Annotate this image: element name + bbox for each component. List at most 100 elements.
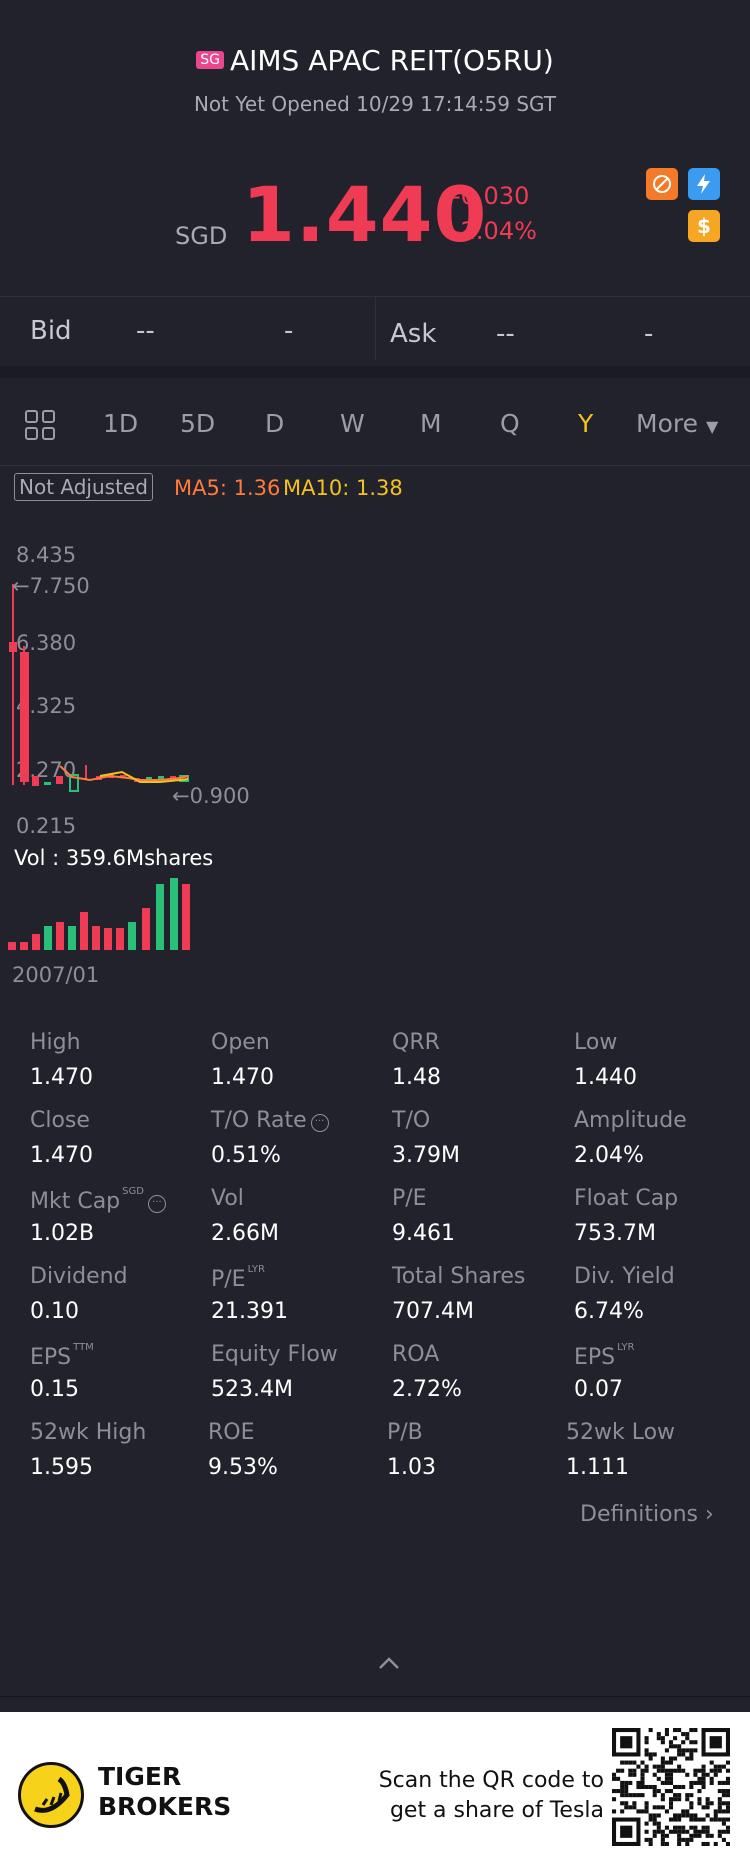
stat-label-text: 52wk High [30,1420,147,1445]
price-change-pct: -2.04% [452,217,537,245]
ma10-line [99,770,189,783]
brand-name: TIGER BROKERS [98,1762,231,1822]
stat-label-text: EPS [30,1345,72,1370]
bid-label: Bid [30,316,72,346]
ask-label: Ask [390,319,437,349]
stat-label: 52wk High [30,1420,146,1445]
dollar-icon[interactable]: $ [688,210,720,242]
no-short-icon[interactable] [646,168,678,200]
stat-label-text: ROA [392,1342,440,1367]
tab-1d[interactable]: 1D [103,409,139,438]
volume-bar [116,928,124,950]
stat-value: 753.7M [574,1221,656,1246]
stat-label: P/E LYR [211,1264,265,1292]
stat-label-text: P/B [387,1420,423,1445]
stat-label-text: Float Cap [574,1186,679,1211]
volume-bar [80,912,88,950]
stock-title: SG AIMS APAC REIT(O5RU) [0,44,750,77]
ask-price: -- [496,319,515,349]
tab-m[interactable]: M [420,409,442,438]
stat-label-text: Div. Yield [574,1264,675,1289]
volume-bar [8,942,16,950]
section-band [0,366,750,378]
tab-5d[interactable]: 5D [180,409,216,438]
ma5-line [59,765,189,782]
stat-label: High [30,1030,81,1055]
brand-line2: BROKERS [98,1792,232,1821]
candle [56,776,63,784]
definitions-link[interactable]: Definitions › [580,1502,714,1527]
stat-label: T/O [392,1108,430,1133]
stat-label: Div. Yield [574,1264,675,1289]
x-axis-start-date: 2007/01 [12,963,100,987]
adjust-toggle[interactable]: Not Adjusted [14,473,153,501]
stat-label: Amplitude [574,1108,687,1133]
stat-value: 6.74% [574,1299,644,1324]
stat-value: 2.66M [211,1221,279,1246]
stock-name: AIMS APAC REIT(O5RU) [229,44,554,77]
scan-line1: Scan the QR code to [378,1768,604,1793]
stat-value: 9.461 [392,1221,455,1246]
candle [44,782,51,785]
flash-icon[interactable] [688,168,720,200]
stat-label: Equity Flow [211,1342,338,1367]
stat-label: Float Cap [574,1186,678,1211]
stat-label: Low [574,1030,617,1055]
info-icon[interactable]: ··· [147,1195,166,1213]
chevron-up-icon[interactable] [378,1656,400,1670]
stat-label-text: T/O Rate [211,1108,307,1133]
scan-text: Scan the QR code to get a share of Tesla [379,1766,604,1826]
volume-chart [8,878,190,950]
stat-label: ROE [208,1420,255,1445]
brand-line1: TIGER [98,1762,182,1791]
tab-more[interactable]: More ▼ [636,409,718,438]
stat-value: 9.53% [208,1455,278,1480]
bid-ask-panel: Bid -- - Ask -- - [0,296,750,366]
volume-bar [182,884,190,950]
stat-label-text: High [30,1030,81,1055]
ma5-label: MA5: 1.36 [174,476,281,500]
stat-value: 1.02B [30,1221,95,1246]
chevron-right-icon: › [705,1502,714,1527]
stat-label-text: T/O [392,1108,431,1133]
qr-code-icon [612,1728,730,1846]
stat-label: Vol [211,1186,244,1211]
info-icon[interactable]: ··· [310,1114,329,1132]
stat-label: P/E [392,1186,427,1211]
stat-label: QRR [392,1030,440,1055]
stat-value: 1.03 [387,1455,436,1480]
stat-label-text: Equity Flow [211,1342,338,1367]
market-status: Not Yet Opened 10/29 17:14:59 SGT [193,92,557,116]
stat-label-text: Close [30,1108,90,1133]
low-marker: ←0.900 [172,784,250,808]
stat-value: 0.15 [30,1377,79,1402]
volume-bar [142,908,150,950]
candle [32,776,39,786]
scan-line2: get a share of Tesla [389,1798,604,1823]
tab-w[interactable]: W [340,409,365,438]
stat-label: Dividend [30,1264,128,1289]
caret-down-icon: ▼ [705,417,719,436]
stat-label-text: Vol [211,1186,244,1211]
stat-value: 2.72% [392,1377,462,1402]
tab-q[interactable]: Q [500,409,520,438]
stat-value: 0.10 [30,1299,79,1324]
stat-value: 0.51% [211,1143,281,1168]
tab-d[interactable]: D [265,409,285,438]
volume-bar [44,926,52,950]
grid-icon[interactable] [24,409,56,441]
stat-label-text: Low [574,1030,618,1055]
bid-ask-separator [375,296,376,360]
candle [158,776,164,780]
stat-label: Total Shares [392,1264,525,1289]
tab-y[interactable]: Y [578,409,594,438]
stat-value: 3.79M [392,1143,460,1168]
low-marker-value: 0.900 [189,784,250,808]
bid-size: - [284,316,294,346]
tiger-logo-icon [18,1762,84,1828]
candle [69,774,79,792]
candlestick-chart[interactable] [0,570,260,810]
volume-bar [170,878,178,950]
market-badge: SG [196,51,224,69]
high-marker-value: 7.750 [29,574,90,598]
